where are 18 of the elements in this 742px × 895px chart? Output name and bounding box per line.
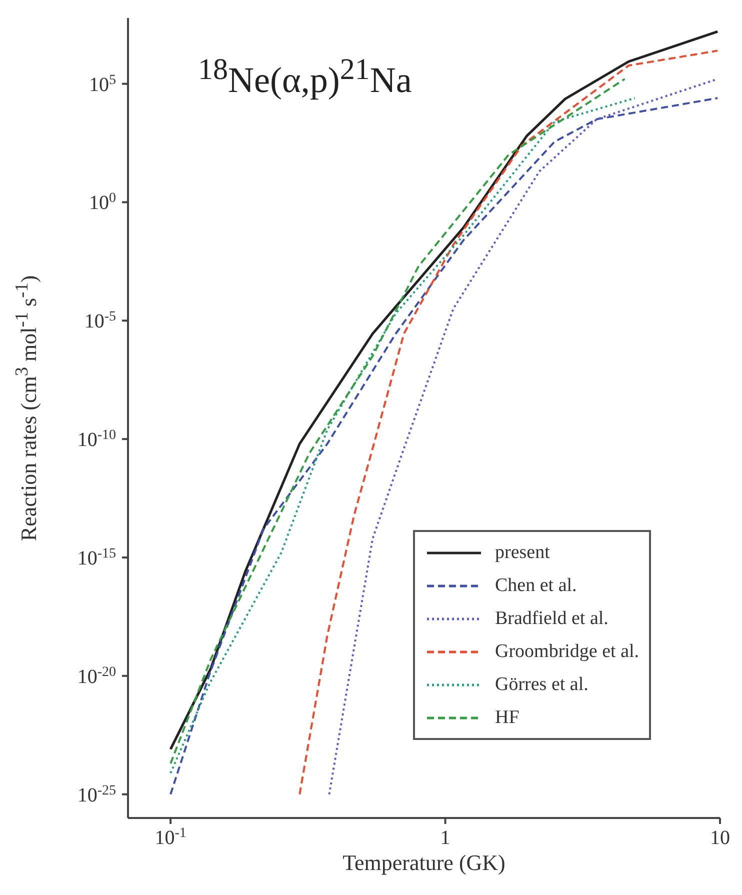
- y-tick-label: 10$^{-25}$: [77, 782, 116, 806]
- y-tick-label: 10$^{-5}$: [84, 309, 116, 333]
- legend-label: Görres et al.: [495, 674, 588, 696]
- y-tick-label: 10$^{-10}$: [77, 428, 116, 452]
- x-tick-label: 10: [710, 827, 730, 849]
- y-tick-label: 10$^{0}$: [89, 190, 116, 214]
- text: $^{18}$Ne(α,p)$^{21}$Na: [198, 53, 412, 101]
- legend-label: Groombridge et al.: [495, 640, 640, 662]
- legend-label: present: [495, 542, 550, 564]
- y-tick-label: 10$^{-20}$: [77, 664, 116, 688]
- legend-label: Chen et al.: [495, 574, 577, 596]
- y-tick-label: 10$^{-15}$: [77, 546, 116, 570]
- x-tick-label: 1: [440, 827, 450, 849]
- legend-label: Bradfield et al.: [495, 608, 608, 630]
- x-tick-label: 10$^{-1}$: [154, 826, 186, 849]
- x-axis-title: Temperature (GK): [342, 850, 506, 875]
- y-tick-label: 10$^{5}$: [89, 72, 116, 96]
- legend-label: HF: [495, 706, 520, 728]
